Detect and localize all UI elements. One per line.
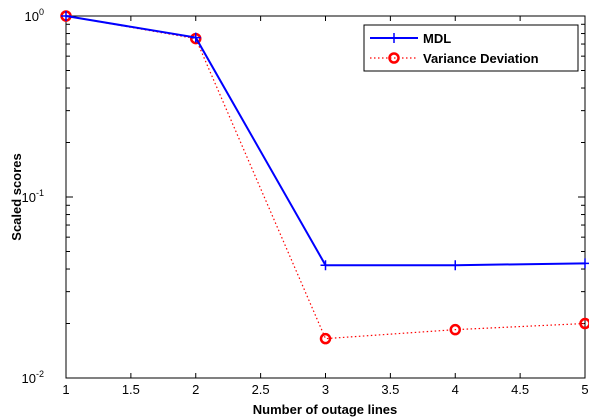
data-point-marker xyxy=(450,260,461,271)
data-point-marker xyxy=(190,32,201,43)
x-tick-label: 1 xyxy=(62,382,69,397)
legend-item: MDL xyxy=(370,31,451,46)
y-tick-label: 10-1 xyxy=(22,188,44,205)
y-axis-title: Scaled scores xyxy=(9,153,24,240)
x-tick-label: 2 xyxy=(192,382,199,397)
legend-box xyxy=(363,24,579,72)
y-tick-label: 100 xyxy=(25,7,44,24)
data-point-marker xyxy=(580,258,589,269)
y-tick-labels: 100 10-1 10-2 xyxy=(22,7,44,386)
data-point-marker xyxy=(579,317,589,330)
legend-label: Variance Deviation xyxy=(423,51,539,66)
y-tick-label: 10-2 xyxy=(22,369,44,386)
legend-item: Variance Deviation xyxy=(370,51,539,66)
data-point-marker xyxy=(61,11,71,21)
data-point-marker xyxy=(389,33,399,43)
legend-label: MDL xyxy=(423,31,451,46)
plot-area xyxy=(65,15,586,379)
x-axis-title: Number of outage lines xyxy=(253,402,397,417)
legend: MDL Variance Deviation xyxy=(363,24,579,72)
x-tick-label: 2.5 xyxy=(252,382,270,397)
data-point-marker xyxy=(388,52,400,64)
x-tick-labels: 1 1.5 2 2.5 3 3.5 4 4.5 5 xyxy=(62,382,588,397)
series-layer xyxy=(60,10,589,345)
x-tick-label: 3 xyxy=(322,382,329,397)
x-tick-label: 4 xyxy=(452,382,459,397)
data-point-marker xyxy=(320,260,331,271)
data-point-marker xyxy=(449,323,461,336)
x-tick-label: 5 xyxy=(581,382,588,397)
series-mdl xyxy=(61,11,589,271)
x-tick-label: 4.5 xyxy=(511,382,529,397)
data-point-marker xyxy=(319,332,332,345)
x-tick-label: 3.5 xyxy=(381,382,399,397)
x-tick-label: 1.5 xyxy=(122,382,140,397)
